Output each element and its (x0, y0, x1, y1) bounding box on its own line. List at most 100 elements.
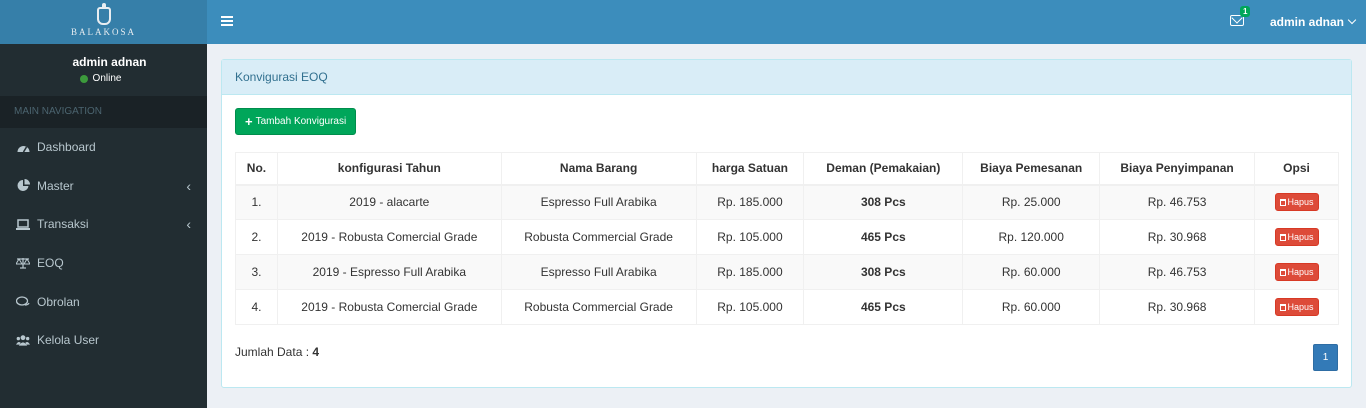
cell-harga: Rp. 185.000 (695, 184, 805, 220)
cell-pemesanan: Rp. 60.000 (962, 289, 1101, 325)
laptop-icon (16, 217, 30, 231)
add-config-label: Tambah Konvigurasi (255, 116, 347, 127)
trash-icon (1279, 303, 1286, 311)
table-row: 2. 2019 - Robusta Comercial Grade Robust… (235, 219, 1339, 255)
user-menu[interactable]: admin adnan (1270, 15, 1357, 29)
cell-deman: 465 Pcs (803, 219, 964, 255)
user-status-label: Online (92, 73, 122, 84)
data-count-value: 4 (312, 345, 320, 359)
sidebar-item-dashboard[interactable]: Dashboard (0, 128, 207, 167)
pie-chart-icon (16, 179, 30, 193)
eoq-config-table: No. konfigurasi Tahun Nama Barang harga … (235, 152, 1339, 325)
column-header: Nama Barang (500, 152, 697, 186)
sidebar-item-obrolan[interactable]: Obrolan (0, 282, 207, 321)
data-count-label: Jumlah Data : (235, 345, 313, 359)
user-name: admin adnan (72, 55, 147, 69)
column-header: No. (235, 152, 278, 186)
cell-pemesanan: Rp. 120.000 (962, 219, 1101, 255)
user-status: Online (0, 73, 207, 84)
column-header: Opsi (1254, 152, 1339, 186)
data-count: Jumlah Data : 4 (235, 345, 319, 359)
mail-count-badge: 1 (1240, 6, 1251, 17)
plus-icon: + (245, 114, 253, 129)
cell-no: 1. (235, 184, 278, 220)
cell-tahun: 2019 - alacarte (276, 184, 502, 220)
column-header: Biaya Penyimpanan (1099, 152, 1256, 186)
brand-logo[interactable]: BALAKOSA (0, 0, 207, 44)
sidebar-item-label: Kelola User (37, 333, 100, 348)
column-header: Deman (Pemakaian) (803, 152, 964, 186)
online-dot-icon (79, 74, 88, 83)
cell-pemesanan: Rp. 25.000 (962, 184, 1101, 220)
sidebar-item-label: Master (37, 178, 74, 193)
chat-icon (16, 295, 30, 309)
delete-button[interactable]: Hapus (1274, 298, 1319, 316)
cell-barang: Espresso Full Arabika (500, 184, 697, 220)
users-icon (16, 333, 30, 347)
cell-penyimpanan: Rp. 46.753 (1099, 184, 1256, 220)
sidebar-item-label: Dashboard (37, 140, 96, 155)
table-row: 4. 2019 - Robusta Comercial Grade Robust… (235, 289, 1339, 325)
cell-opsi: Hapus (1254, 184, 1339, 220)
sidebar-item-label: Obrolan (37, 294, 80, 309)
chevron-down-icon (1347, 15, 1357, 25)
cell-opsi: Hapus (1254, 289, 1339, 325)
cell-tahun: 2019 - Robusta Comercial Grade (276, 219, 502, 255)
cell-deman: 308 Pcs (803, 184, 964, 220)
delete-button[interactable]: Hapus (1274, 228, 1319, 246)
delete-button[interactable]: Hapus (1274, 193, 1319, 212)
column-header: Biaya Pemesanan (962, 152, 1101, 186)
cell-harga: Rp. 105.000 (695, 289, 805, 325)
chevron-left-icon: ‹ (186, 216, 191, 233)
sidebar-item-master[interactable]: Master ‹ (0, 167, 207, 206)
cell-tahun: 2019 - Robusta Comercial Grade (276, 289, 502, 325)
sidebar-item-label: Transaksi (37, 217, 89, 232)
logo-icon (96, 3, 111, 25)
column-header: harga Satuan (695, 152, 805, 186)
cell-harga: Rp. 105.000 (695, 219, 805, 255)
cell-barang: Robusta Commercial Grade (500, 289, 697, 325)
delete-label: Hapus (1287, 267, 1314, 277)
trash-icon (1279, 198, 1286, 206)
trash-icon (1279, 233, 1286, 241)
table-row: 3. 2019 - Espresso Full Arabika Espresso… (235, 254, 1339, 290)
chevron-left-icon: ‹ (186, 177, 191, 194)
cell-no: 3. (235, 254, 278, 290)
panel-title: Konvigurasi EOQ (222, 60, 1351, 95)
delete-label: Hapus (1287, 232, 1314, 242)
cell-deman: 465 Pcs (803, 289, 964, 325)
delete-label: Hapus (1287, 197, 1314, 208)
sidebar-item-transaksi[interactable]: Transaksi ‹ (0, 205, 207, 244)
user-panel: admin adnan Online (0, 44, 207, 96)
cell-pemesanan: Rp. 60.000 (962, 254, 1101, 290)
cell-opsi: Hapus (1254, 219, 1339, 255)
add-config-button[interactable]: + Tambah Konvigurasi (235, 108, 357, 135)
delete-label: Hapus (1287, 302, 1314, 312)
cell-penyimpanan: Rp. 46.753 (1099, 254, 1256, 290)
cell-deman: 308 Pcs (803, 254, 964, 290)
cell-no: 4. (235, 289, 278, 325)
mail-icon[interactable] (1230, 15, 1244, 26)
logo-text: BALAKOSA (70, 27, 136, 37)
delete-button[interactable]: Hapus (1274, 263, 1319, 281)
sidebar-item-label: EOQ (37, 256, 64, 271)
column-header: konfigurasi Tahun (276, 152, 502, 186)
sidebar-toggle-icon[interactable] (221, 16, 233, 26)
pagination-page-1[interactable]: 1 (1313, 344, 1338, 371)
table-row: 1. 2019 - alacarte Espresso Full Arabika… (235, 184, 1339, 220)
sidebar: BALAKOSA admin adnan Online MAIN NAVIGAT… (0, 0, 207, 408)
table-header-row: No. konfigurasi Tahun Nama Barang harga … (235, 152, 1339, 186)
cell-barang: Espresso Full Arabika (500, 254, 697, 290)
trash-icon (1279, 268, 1286, 276)
sidebar-item-kelola-user[interactable]: Kelola User (0, 321, 207, 360)
eoq-config-panel: Konvigurasi EOQ + Tambah Konvigurasi No.… (221, 59, 1352, 388)
nav-header: MAIN NAVIGATION (0, 96, 207, 128)
cell-penyimpanan: Rp. 30.968 (1099, 219, 1256, 255)
cell-tahun: 2019 - Espresso Full Arabika (276, 254, 502, 290)
cell-opsi: Hapus (1254, 254, 1339, 290)
cell-barang: Robusta Commercial Grade (500, 219, 697, 255)
user-menu-label: admin adnan (1270, 15, 1345, 29)
cell-no: 2. (235, 219, 278, 255)
sidebar-item-eoq[interactable]: EOQ (0, 244, 207, 283)
top-navbar: 1 admin adnan (207, 0, 1366, 44)
